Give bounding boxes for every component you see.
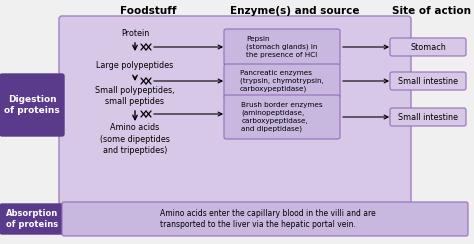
FancyBboxPatch shape (224, 64, 340, 98)
Text: Digestion
of proteins: Digestion of proteins (4, 95, 60, 115)
Text: Pepsin
(stomach glands) in
the presence of HCl: Pepsin (stomach glands) in the presence … (246, 36, 318, 58)
FancyBboxPatch shape (390, 72, 466, 90)
FancyBboxPatch shape (62, 202, 468, 236)
Text: Pancreatic enzymes
(trypsin, chymotrypsin,
carboxypeptidase): Pancreatic enzymes (trypsin, chymotrypsi… (240, 70, 324, 92)
Text: Large polypeptides: Large polypeptides (96, 61, 173, 71)
Text: Small intestine: Small intestine (398, 112, 458, 122)
FancyBboxPatch shape (59, 16, 411, 205)
Text: Foodstuff: Foodstuff (120, 6, 176, 16)
Text: Amino acids enter the capillary blood in the villi and are
transported to the li: Amino acids enter the capillary blood in… (160, 209, 376, 229)
Text: Absorption
of proteins: Absorption of proteins (6, 209, 58, 229)
FancyBboxPatch shape (224, 95, 340, 139)
Text: Stomach: Stomach (410, 42, 446, 51)
FancyBboxPatch shape (0, 204, 64, 234)
FancyBboxPatch shape (224, 29, 340, 65)
FancyBboxPatch shape (390, 38, 466, 56)
Text: Small intestine: Small intestine (398, 77, 458, 85)
Text: Small polypeptides,
small peptides: Small polypeptides, small peptides (95, 86, 175, 106)
FancyBboxPatch shape (390, 108, 466, 126)
Text: Enzyme(s) and source: Enzyme(s) and source (230, 6, 360, 16)
Text: Protein: Protein (121, 30, 149, 39)
Text: Amino acids
(some dipeptides
and tripeptides): Amino acids (some dipeptides and tripept… (100, 123, 170, 155)
Text: Site of action: Site of action (392, 6, 472, 16)
Text: Brush border enzymes
(aminopeptidase,
carboxypeptidase,
and dipeptidase): Brush border enzymes (aminopeptidase, ca… (241, 102, 323, 132)
FancyBboxPatch shape (0, 74, 64, 136)
